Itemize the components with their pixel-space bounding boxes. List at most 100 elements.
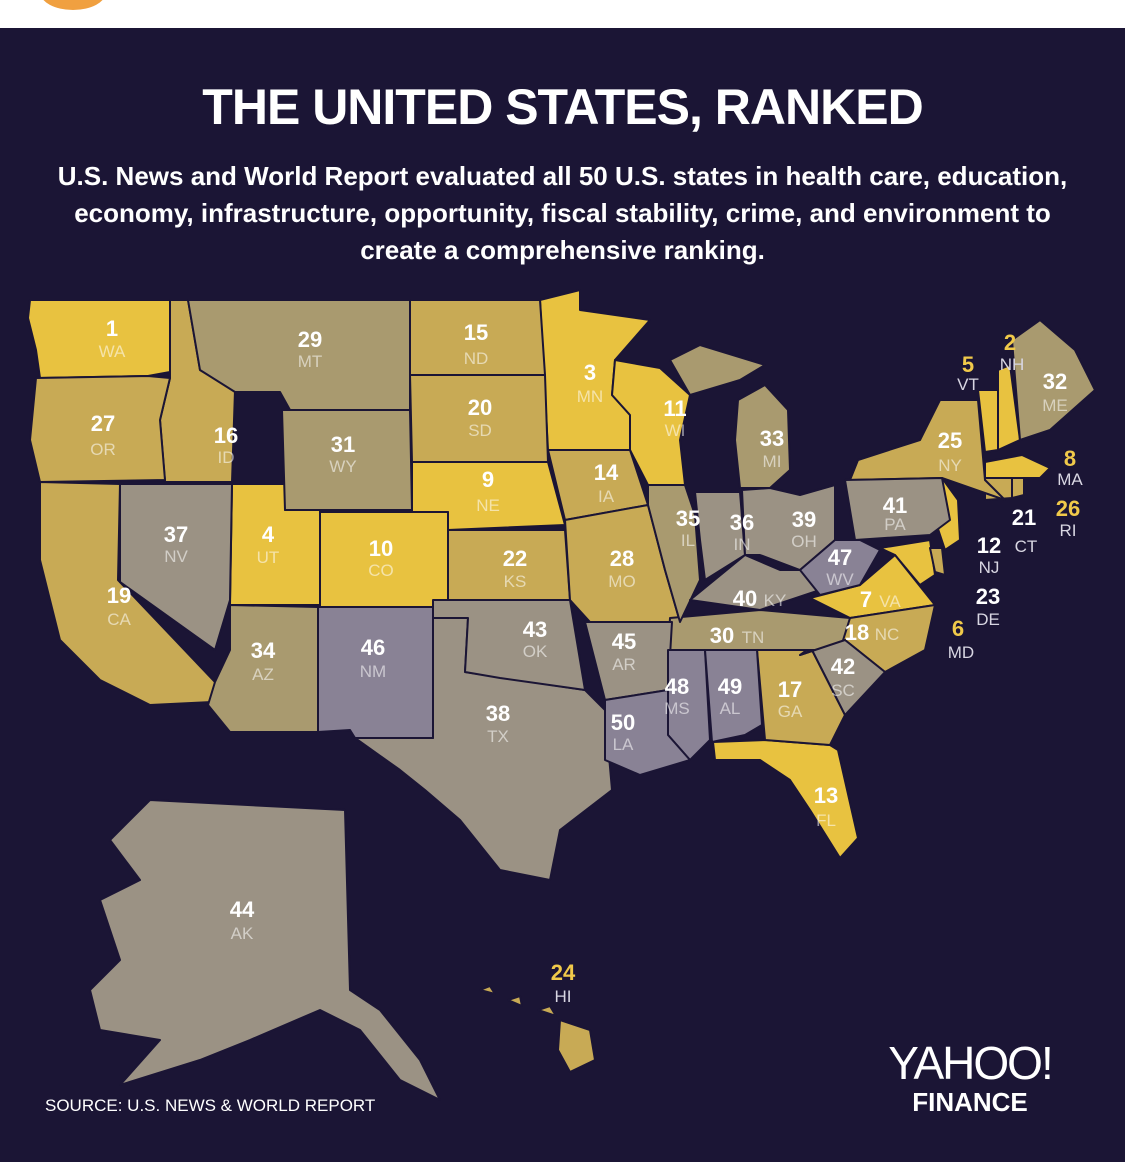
state-abbr-ok: OK [523,642,548,661]
rank-label-de: 23 [976,584,1000,609]
state-abbr-az: AZ [252,665,274,684]
rank-label-ks: 22 [503,546,527,571]
yahoo-finance-logo: YAHOO! FINANCE [870,1040,1070,1116]
state-abbr-me: ME [1042,396,1068,415]
state-abbr-nc: NC [875,625,900,644]
rank-label-nj: 12 [977,533,1001,558]
state-ak [89,799,441,1101]
rank-label-ny: 25 [938,428,962,453]
rank-label-nh: 2 [1004,330,1016,355]
state-abbr-nv: NV [164,547,188,566]
rank-label-ky: 40 [733,586,757,611]
state-abbr-fl: FL [816,811,836,830]
rank-label-in: 36 [730,510,754,535]
rank-label-ma: 8 [1064,446,1076,471]
state-pa [844,477,951,541]
rank-label-me: 32 [1043,369,1067,394]
state-abbr-wi: WI [665,421,686,440]
state-hi [479,985,596,1073]
state-wa [27,299,171,379]
state-abbr-hi: HI [555,987,572,1006]
state-in [694,491,746,581]
rank-label-ca: 19 [107,583,131,608]
state-abbr-mo: MO [608,572,635,591]
rank-label-wi: 11 [663,396,686,421]
rank-label-wv: 47 [828,545,852,570]
rank-label-ut: 4 [262,522,275,547]
rank-label-md: 6 [952,616,964,641]
rank-label-va: 7 [860,587,872,612]
state-vt [977,389,999,453]
state-abbr-de: DE [976,610,1000,629]
rank-label-ga: 17 [778,677,802,702]
rank-label-nv: 37 [164,522,188,547]
state-abbr-ga: GA [778,702,803,721]
rank-label-tn: 30 [710,623,734,648]
rank-label-nc: 18 [845,620,869,645]
top-bar [0,0,1125,28]
page-title: THE UNITED STATES, RANKED [202,79,923,135]
state-md [879,539,936,586]
rank-label-az: 34 [251,638,276,663]
state-abbr-wa: WA [99,342,126,361]
state-abbr-ky: KY [764,591,787,610]
state-abbr-ne: NE [476,496,500,515]
state-abbr-nm: NM [360,662,386,681]
state-abbr-il: IL [681,531,695,550]
rank-label-sd: 20 [468,395,492,420]
state-nm [317,606,434,739]
state-abbr-ia: IA [598,487,615,506]
state-abbr-nh: NH [1000,355,1025,374]
state-abbr-oh: OH [791,532,817,551]
state-al [704,649,763,743]
rank-label-tx: 38 [486,701,510,726]
state-abbr-wv: WV [826,570,854,589]
rank-label-ne: 9 [482,467,494,492]
rank-label-ct: 21 [1012,505,1036,530]
state-abbr-co: CO [368,561,394,580]
state-abbr-ut: UT [257,548,280,567]
rank-label-mt: 29 [298,327,322,352]
rank-label-nd: 15 [464,320,488,345]
state-abbr-la: LA [613,735,634,754]
state-abbr-ma: MA [1057,470,1083,489]
state-mi [669,344,791,489]
state-abbr-ar: AR [612,655,636,674]
state-abbr-ak: AK [231,924,254,943]
rank-label-oh: 39 [792,507,816,532]
state-abbr-mt: MT [298,352,323,371]
logo-wordmark: YAHOO! [888,1037,1054,1089]
state-or [29,375,171,483]
rank-label-ak: 44 [230,897,255,922]
rank-label-mi: 33 [760,426,784,451]
state-abbr-tx: TX [487,727,509,746]
state-abbr-mi: MI [763,452,782,471]
rank-label-ar: 45 [612,629,636,654]
state-nv [119,483,233,651]
rank-label-hi: 24 [551,960,576,985]
rank-label-al: 49 [718,674,742,699]
state-abbr-nd: ND [464,349,489,368]
state-abbr-ca: CA [107,610,131,629]
rank-label-wy: 31 [331,432,355,457]
state-abbr-va: VA [879,592,901,611]
rank-label-vt: 5 [962,352,974,377]
state-abbr-tn: TN [742,628,765,647]
state-mt [187,299,411,411]
state-abbr-in: IN [734,535,751,554]
state-wy [281,409,413,511]
rank-label-co: 10 [369,536,393,561]
state-abbr-sc: SC [831,681,855,700]
state-ok [432,599,586,691]
state-abbr-pa: PA [884,515,906,534]
state-abbr-wy: WY [329,457,356,476]
rank-label-ms: 48 [665,674,689,699]
state-abbr-sd: SD [468,421,492,440]
state-abbr-ct: CT [1015,537,1038,556]
state-de [929,547,946,576]
state-abbr-id: ID [218,448,235,467]
state-me [1011,319,1096,441]
state-abbr-al: AL [720,699,741,718]
state-abbr-ms: MS [664,699,690,718]
